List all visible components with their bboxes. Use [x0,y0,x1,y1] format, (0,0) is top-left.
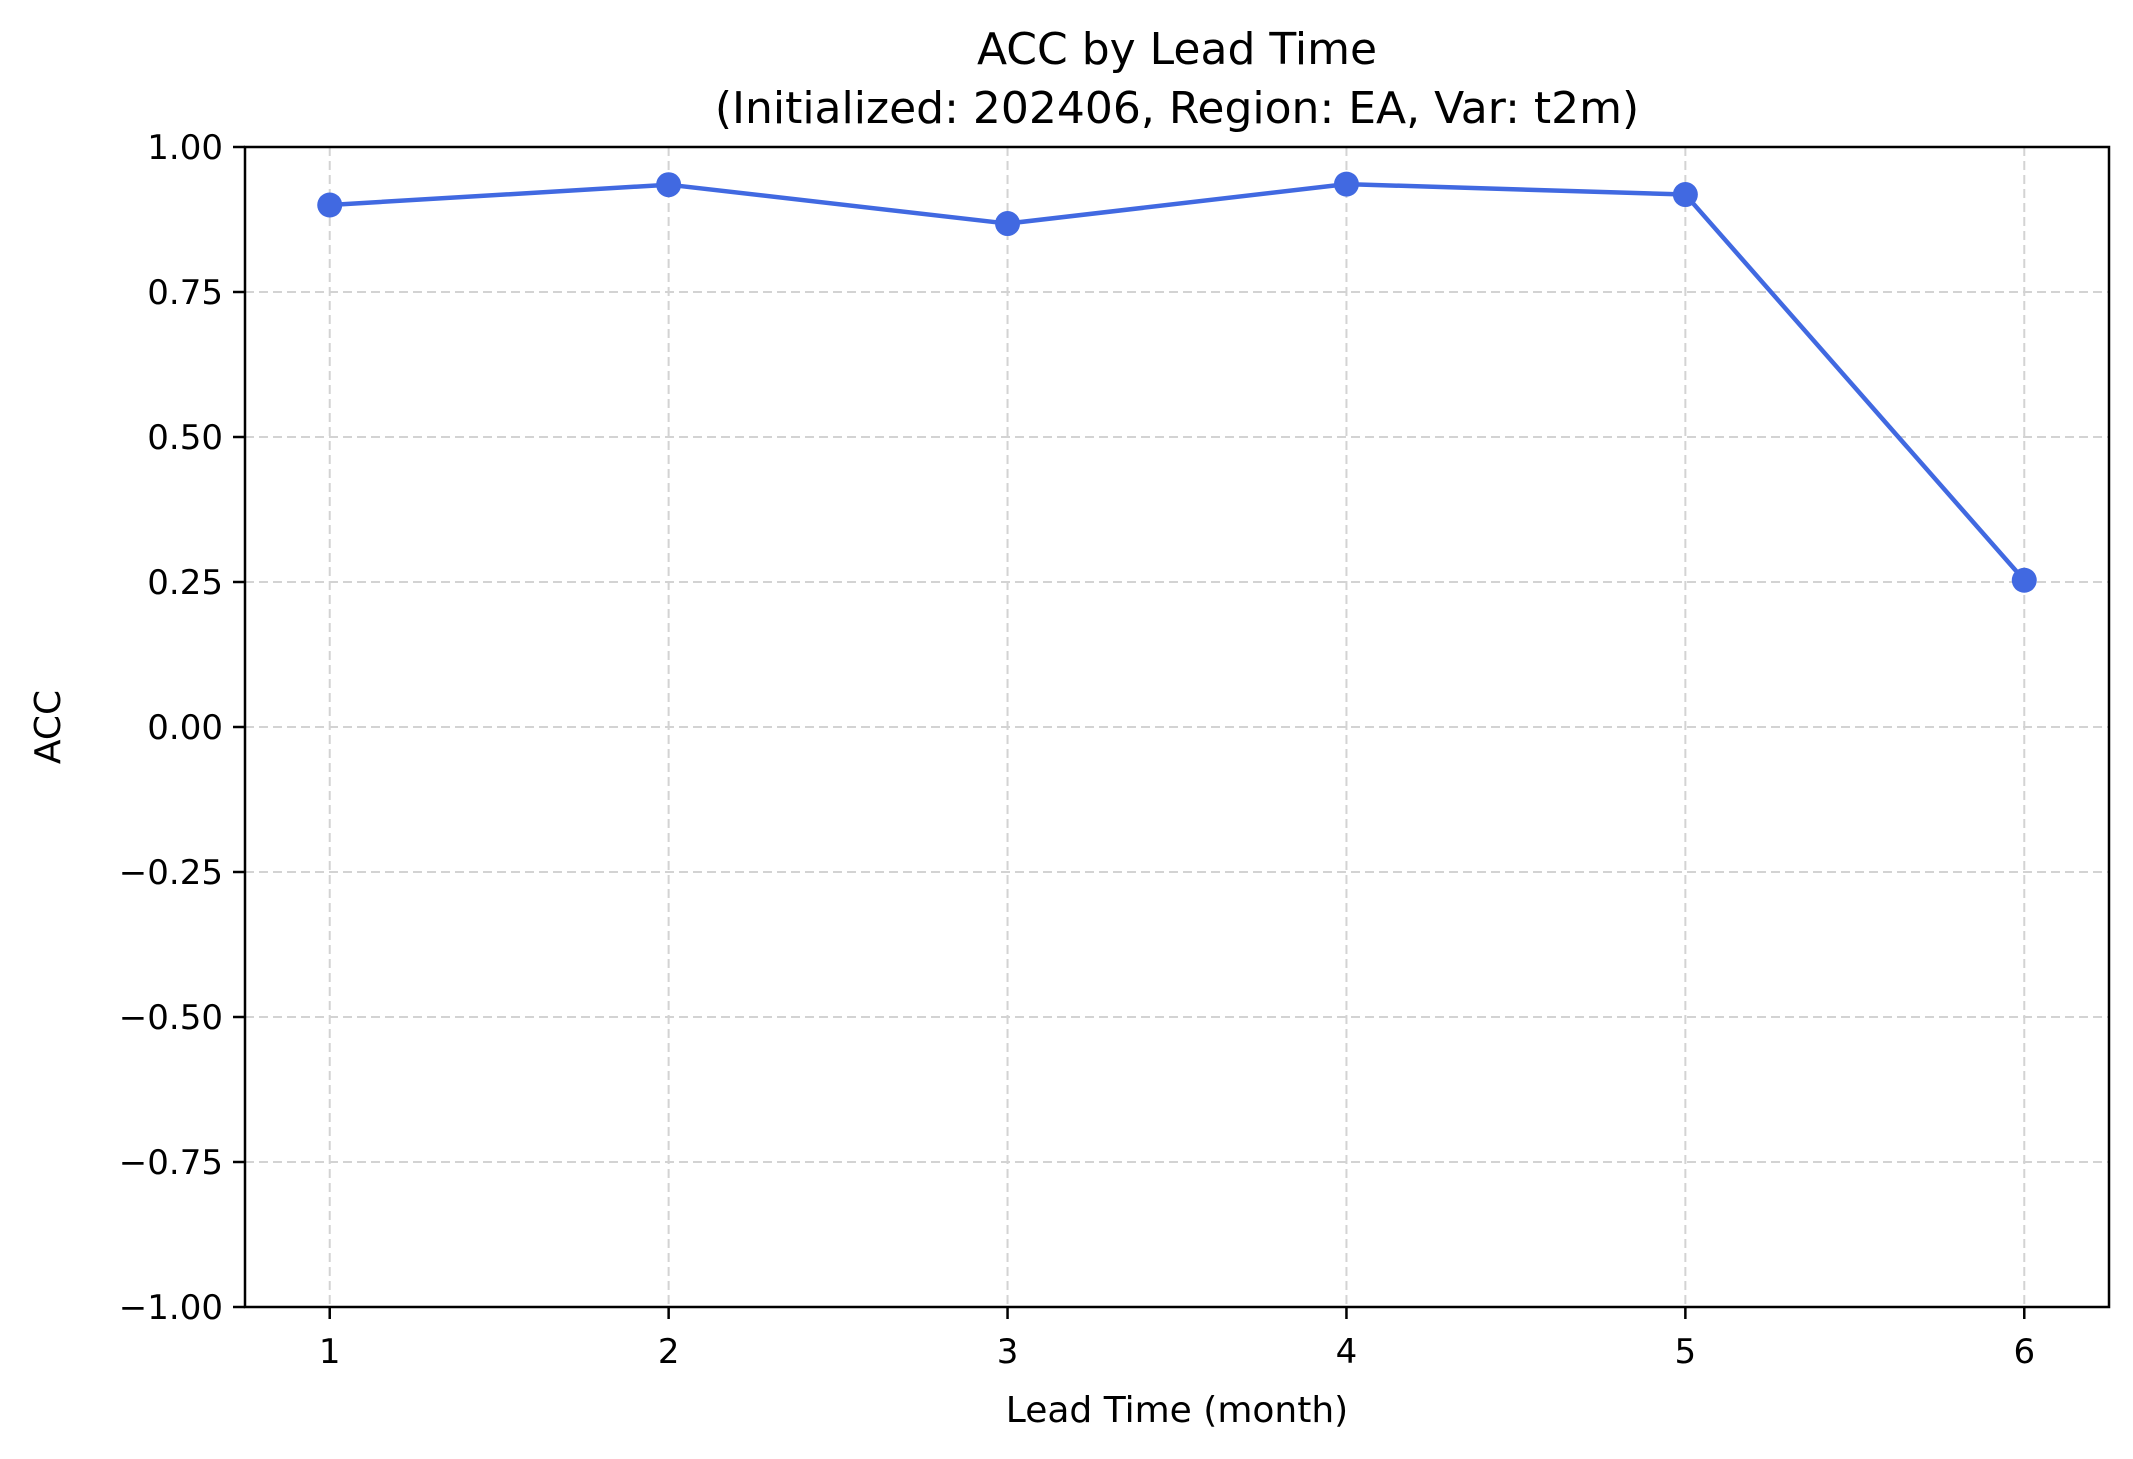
y-tick-label: −0.75 [119,1143,223,1183]
data-point-marker [317,192,343,218]
x-tick-label: 6 [2013,1332,2035,1372]
y-tick-label: −1.00 [119,1288,223,1328]
x-tick-label: 1 [319,1332,341,1372]
y-tick-label: 0.25 [147,563,223,603]
y-tick-label: 0.00 [147,708,223,748]
chart-title: ACC by Lead Time [977,24,1377,75]
y-tick-label: −0.50 [119,998,223,1038]
grid-lines [245,146,2109,1308]
chart-subtitle: (Initialized: 202406, Region: EA, Var: t… [715,83,1639,134]
x-tick-label: 4 [1336,1332,1358,1372]
x-axis-label: Lead Time (month) [1006,1390,1348,1431]
x-tick-label: 3 [997,1332,1019,1372]
x-tick-label: 5 [1675,1332,1697,1372]
axis-ticks: 1 2 3 4 5 6 1.00 0.75 0.50 0.25 0.00 −0.25 −0.50 −0.7… [119,128,2035,1372]
y-tick-label: 0.50 [147,418,223,458]
series-line [327,181,2027,583]
y-tick-label: −0.25 [119,853,223,893]
series-layer [317,171,2037,593]
data-point-marker [995,211,1021,237]
y-tick-label: 1.00 [147,128,223,168]
x-tick-label: 2 [658,1332,680,1372]
data-point-marker [1672,182,1698,208]
y-tick-label: 0.75 [147,273,223,313]
y-axis-label: ACC [28,690,69,764]
data-point-marker [2011,567,2037,593]
data-point-marker [656,172,682,198]
data-point-marker [1333,171,1359,197]
